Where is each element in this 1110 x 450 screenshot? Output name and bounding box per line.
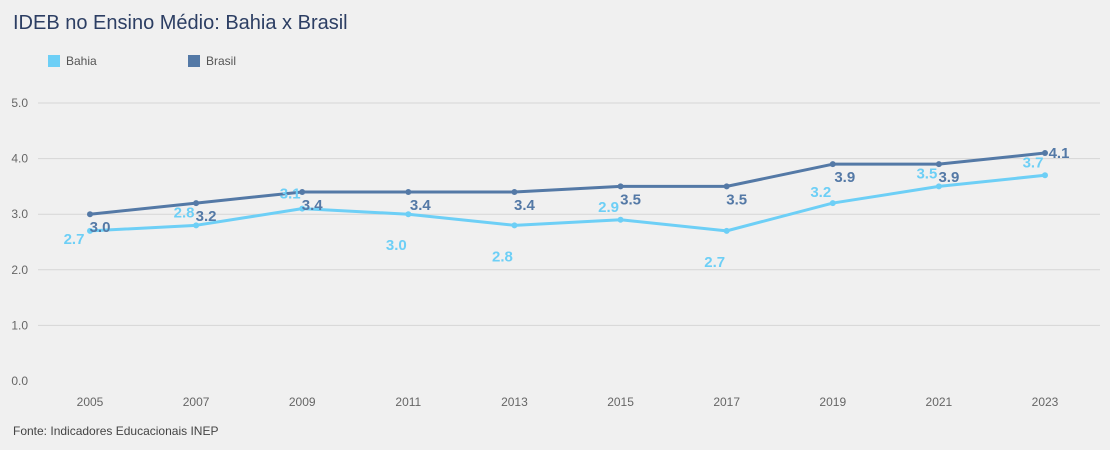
data-label-brasil: 3.5 (620, 191, 641, 208)
y-tick-label: 5.0 (11, 96, 28, 110)
data-point-bahia[interactable] (299, 205, 306, 212)
y-tick-label: 1.0 (11, 318, 28, 332)
data-point-brasil[interactable] (1042, 150, 1048, 157)
data-label-brasil: 4.1 (1049, 145, 1070, 162)
data-point-brasil[interactable] (87, 211, 93, 218)
legend-swatch-bahia (48, 55, 60, 67)
x-tick-label: 2021 (926, 395, 953, 409)
data-label-bahia: 2.8 (492, 248, 513, 265)
data-label-bahia: 2.8 (174, 204, 195, 221)
y-tick-label: 3.0 (11, 207, 28, 221)
y-tick-label: 2.0 (11, 263, 28, 277)
data-point-brasil[interactable] (935, 161, 942, 168)
x-tick-label: 2017 (713, 395, 740, 409)
source-note: Fonte: Indicadores Educacionais INEP (13, 424, 219, 438)
data-label-brasil: 3.4 (410, 197, 432, 214)
data-label-brasil: 3.4 (302, 197, 324, 214)
data-label-brasil: 3.9 (938, 169, 959, 186)
series-line-bahia (88, 173, 1047, 233)
data-label-bahia: 3.0 (386, 237, 407, 254)
legend-item-bahia[interactable]: Bahia (48, 54, 97, 68)
data-point-brasil[interactable] (829, 161, 836, 168)
legend-swatch-brasil (188, 55, 200, 67)
data-point-bahia[interactable] (193, 222, 200, 229)
data-point-brasil[interactable] (299, 188, 306, 195)
data-label-bahia: 3.5 (916, 165, 937, 182)
data-point-brasil[interactable] (511, 188, 518, 195)
x-tick-label: 2007 (183, 395, 210, 409)
data-point-brasil[interactable] (193, 200, 200, 207)
series-bahia (87, 172, 1048, 234)
data-label-brasil: 3.0 (90, 219, 111, 236)
data-label-bahia: 3.7 (1023, 154, 1044, 171)
y-tick-label: 4.0 (11, 152, 28, 166)
data-label-bahia: 2.9 (598, 199, 619, 216)
x-tick-label: 2005 (77, 395, 104, 409)
data-label-bahia: 3.2 (810, 184, 831, 201)
data-point-bahia[interactable] (617, 216, 624, 223)
x-tick-label: 2019 (819, 395, 846, 409)
series-brasil (87, 150, 1048, 218)
data-point-bahia[interactable] (511, 222, 518, 229)
data-point-bahia[interactable] (829, 200, 836, 207)
data-point-bahia[interactable] (405, 211, 412, 218)
legend-label-bahia: Bahia (66, 54, 97, 68)
y-tick-label: 0.0 (11, 374, 28, 388)
data-point-brasil[interactable] (723, 183, 730, 190)
x-tick-label: 2023 (1032, 395, 1059, 409)
data-point-bahia[interactable] (935, 183, 942, 190)
data-label-bahia: 2.7 (704, 254, 725, 271)
x-tick-label: 2009 (289, 395, 316, 409)
data-point-brasil[interactable] (405, 188, 412, 195)
series-line-brasil (88, 151, 1047, 216)
legend-item-brasil[interactable]: Brasil (188, 54, 236, 68)
y-gridlines (38, 102, 1100, 326)
x-tick-label: 2011 (395, 395, 421, 409)
chart-title: IDEB no Ensino Médio: Bahia x Brasil (13, 12, 348, 34)
data-label-brasil: 3.2 (196, 208, 217, 225)
data-label-bahia: 2.7 (64, 231, 85, 248)
data-point-bahia[interactable] (1042, 172, 1048, 179)
data-point-bahia[interactable] (723, 227, 730, 234)
data-label-brasil: 3.5 (726, 191, 747, 208)
legend: Bahia Brasil (0, 54, 1110, 72)
x-tick-label: 2013 (501, 395, 528, 409)
data-label-bahia: 3.1 (280, 186, 301, 203)
legend-label-brasil: Brasil (206, 54, 237, 68)
x-tick-label: 2015 (607, 395, 634, 409)
data-point-brasil[interactable] (617, 183, 624, 190)
data-label-brasil: 3.9 (834, 169, 855, 186)
data-label-brasil: 3.4 (514, 197, 536, 214)
data-point-bahia[interactable] (87, 227, 93, 234)
